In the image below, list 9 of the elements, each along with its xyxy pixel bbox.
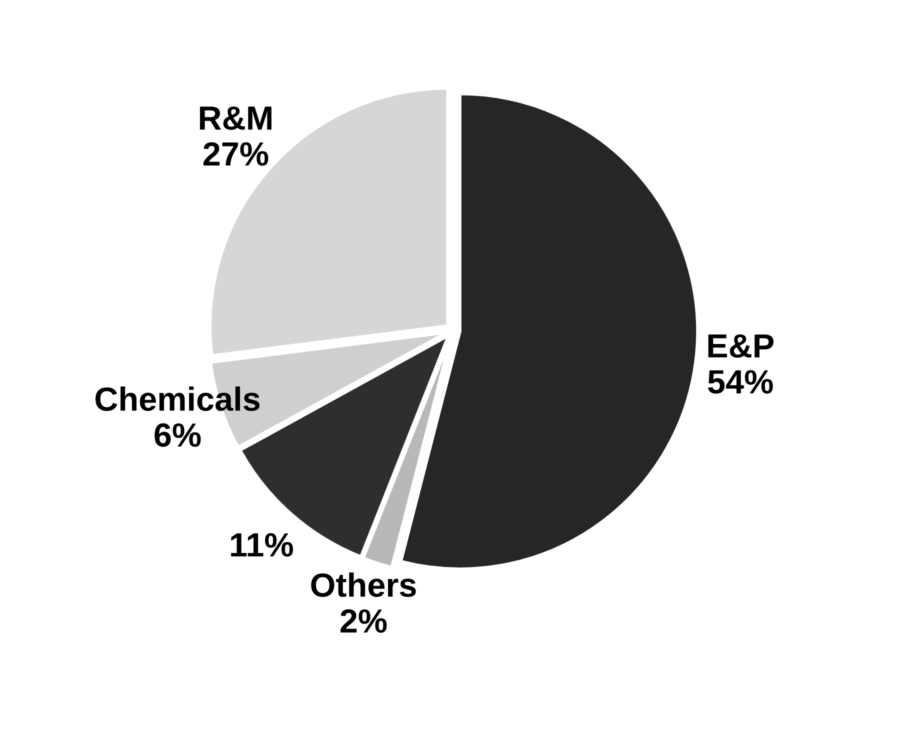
slice-label: E&P — [708, 334, 774, 358]
data-label: 27% — [204, 142, 268, 166]
slice-label: Chemicals — [96, 386, 260, 411]
data-label: 2% — [340, 609, 387, 633]
data-label: 6% — [154, 423, 201, 447]
slice-label: Others — [311, 572, 416, 597]
slice-label: R&M — [200, 106, 272, 130]
data-label: 54% — [708, 370, 773, 394]
data-label: 11% — [231, 533, 293, 557]
